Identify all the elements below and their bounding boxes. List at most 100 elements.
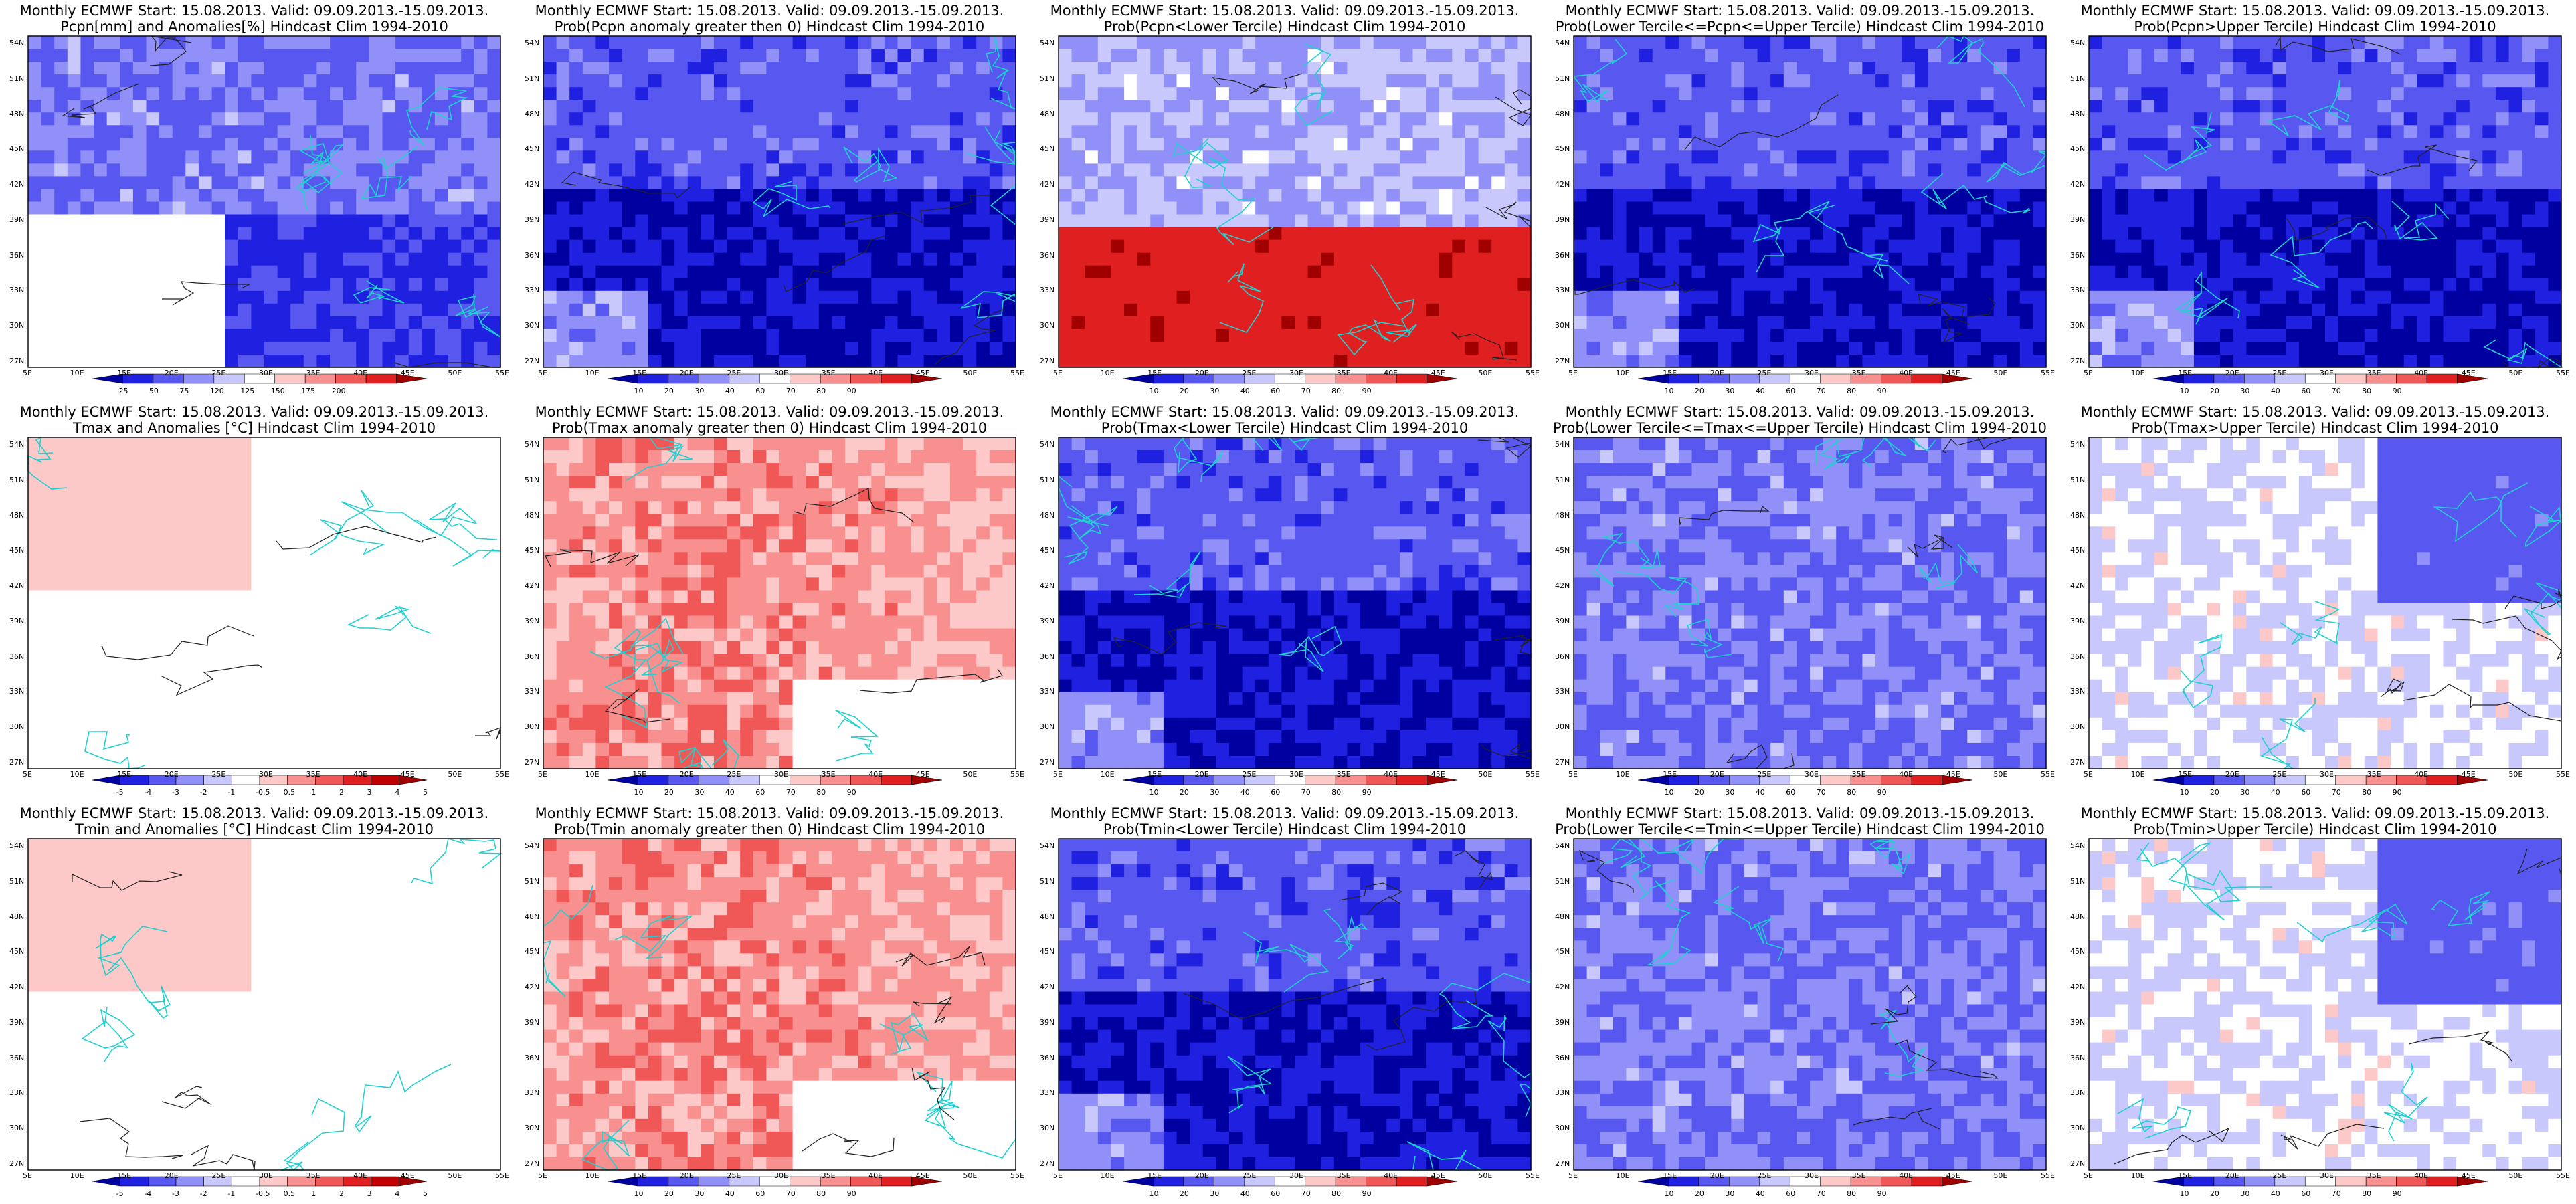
field-cell (1954, 355, 1968, 368)
field-cell (2089, 214, 2103, 228)
field-cell (2102, 100, 2116, 113)
field-cell (185, 316, 199, 330)
field-cell (884, 341, 899, 355)
field-cell (1783, 176, 1797, 189)
field-cell (2128, 239, 2142, 254)
latitude-label: 30N (1555, 321, 1570, 330)
field-cell (2548, 328, 2562, 342)
longitude-label: 20E (164, 369, 179, 377)
field-cell (474, 138, 488, 151)
field-cell (1862, 316, 1876, 330)
field-cell (1993, 100, 2007, 113)
field-cell (251, 265, 265, 279)
field-cell (1491, 150, 1505, 164)
field-cell (2089, 125, 2103, 138)
field-cell (2325, 201, 2339, 215)
field-cell (1333, 252, 1348, 266)
field-cell (2181, 227, 2195, 241)
field-cell (911, 189, 925, 203)
field-cell (609, 100, 623, 113)
contour-line (783, 235, 885, 292)
field-cell (1600, 87, 1614, 100)
field-cell (1849, 328, 1863, 342)
field-cell (1914, 239, 1929, 254)
field-cell (1980, 163, 1995, 177)
field-cell (635, 100, 649, 113)
field-cell (1954, 303, 1968, 317)
field-cell (595, 265, 610, 279)
field-cell (1770, 328, 1784, 342)
field-cell (1452, 214, 1466, 228)
field-cell (2508, 239, 2522, 254)
field-cell (1770, 290, 1784, 304)
field-cell (2482, 49, 2496, 62)
field-cell (2089, 150, 2103, 164)
contour-line (149, 36, 192, 66)
field-cell (2443, 227, 2457, 241)
field-cell (1465, 355, 1479, 368)
field-cell (1678, 36, 1693, 49)
latitude-label: 39N (525, 215, 540, 224)
field-cell (1902, 163, 1916, 177)
field-cell (251, 36, 265, 49)
field-cell (2443, 214, 2457, 228)
field-cell (2019, 227, 2033, 241)
field-cell (1321, 62, 1335, 75)
field-cell (2351, 100, 2365, 113)
field-cell (989, 125, 1003, 138)
field-cell (434, 252, 449, 266)
field-cell (884, 201, 899, 215)
field-cell (609, 74, 623, 88)
field-cell (2286, 278, 2300, 292)
field-cell (211, 62, 225, 75)
field-cell (343, 239, 357, 254)
field-cell (1744, 36, 1758, 49)
field-cell (2102, 265, 2116, 279)
field-cell (80, 239, 94, 254)
field-cell (2443, 341, 2457, 355)
field-cell (1902, 214, 1916, 228)
field-cell (159, 150, 173, 164)
field-cell (2007, 125, 2021, 138)
field-cell (923, 355, 937, 368)
field-cell (1347, 316, 1361, 330)
field-cell (1691, 112, 1706, 126)
field-cell (2220, 316, 2234, 330)
field-cell (1386, 100, 1400, 113)
field-cell (1439, 36, 1453, 49)
field-cell (1517, 176, 1532, 189)
field-cell (1412, 316, 1427, 330)
field-cell (106, 138, 120, 151)
field-cell (146, 278, 160, 292)
field-cell (1652, 176, 1666, 189)
field-cell (1504, 138, 1518, 151)
field-cell (818, 303, 832, 317)
field-cell (2128, 303, 2142, 317)
field-cell (1757, 49, 1771, 62)
colorbar-label: 70 (2331, 387, 2341, 395)
field-cell (2181, 316, 2195, 330)
field-cell (701, 150, 715, 164)
field-cell (923, 227, 937, 241)
field-cell (106, 112, 120, 126)
field-cell (1002, 125, 1016, 138)
field-cell (2128, 74, 2142, 88)
field-cell (1097, 62, 1111, 75)
field-cell (2246, 328, 2260, 342)
field-cell (897, 265, 911, 279)
field-cell (622, 227, 636, 241)
field-cell (792, 87, 806, 100)
field-cell (2007, 328, 2021, 342)
field-cell (779, 341, 794, 355)
field-cell (132, 252, 147, 266)
field-cell (1150, 355, 1164, 368)
field-cell (1190, 214, 1204, 228)
field-cell (2338, 316, 2352, 330)
field-cell (1137, 49, 1151, 62)
field-cell (1190, 278, 1204, 292)
field-cell (1176, 100, 1190, 113)
field-cell (1242, 341, 1256, 355)
field-cell (2102, 341, 2116, 355)
field-cell (238, 355, 252, 368)
field-cell (949, 138, 964, 151)
